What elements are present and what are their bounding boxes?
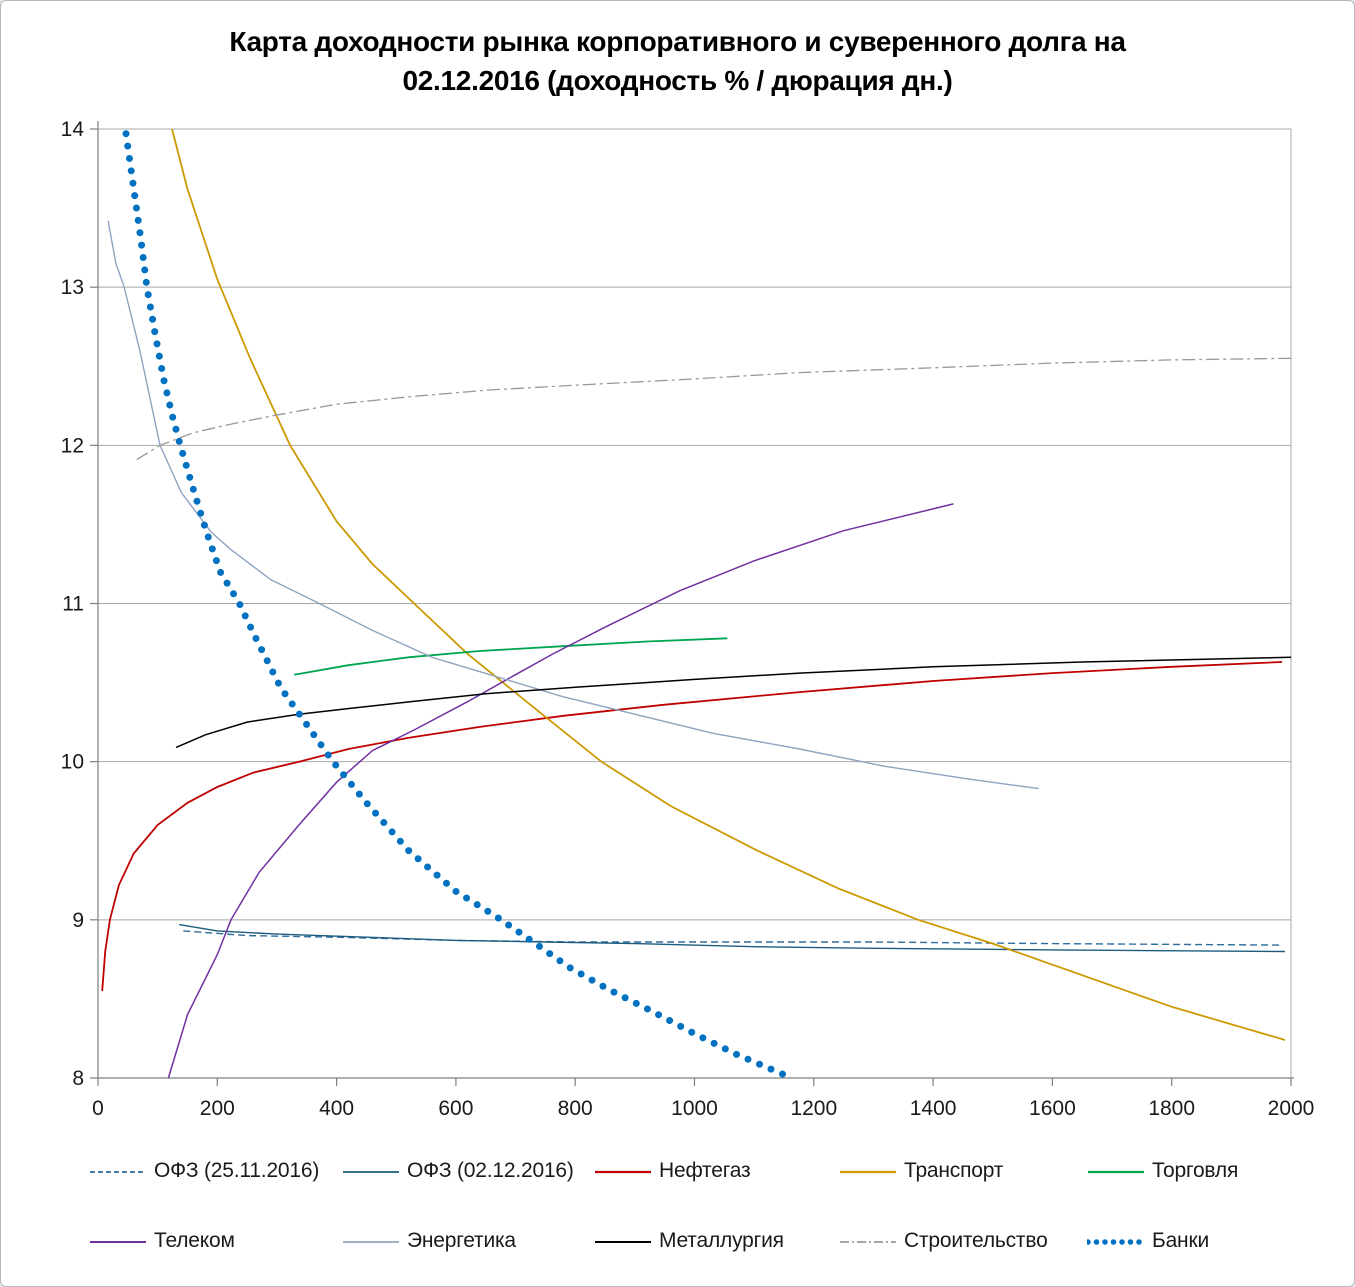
legend-line-sample-stroitelstvo <box>839 1235 897 1247</box>
x-tick-label: 1800 <box>1148 1097 1195 1120</box>
series-group <box>101 128 1292 1080</box>
x-tick-label: 800 <box>558 1097 593 1120</box>
legend-label: Нефтегаз <box>659 1159 751 1182</box>
series-line-metallurgiya <box>175 656 1292 749</box>
series-line-banki <box>122 130 796 1080</box>
legend-row-2: Телеком Энергетика Металлургия Строитель… <box>1 1226 1354 1256</box>
series-line-telekom <box>167 503 954 1079</box>
legend-line-sample-metallurgiya <box>594 1235 652 1247</box>
y-tick-label: 11 <box>62 593 84 616</box>
legend-label: Торговля <box>1152 1159 1239 1182</box>
legend-item-stroitelstvo: Строительство <box>839 1226 1048 1256</box>
y-tick-label: 13 <box>61 276 84 299</box>
legend-item-banki: Банки <box>1085 1226 1209 1256</box>
legend-label: Металлургия <box>659 1229 784 1252</box>
legend-item-ofz-25-11-2016: ОФЗ (25.11.2016) <box>89 1156 319 1186</box>
legend-row-1: ОФЗ (25.11.2016) ОФЗ (02.12.2016) Нефтег… <box>1 1156 1354 1186</box>
legend-label: Телеком <box>154 1229 235 1252</box>
chart-title-line-2: 02.12.2016 (доходность % / дюрация дн.) <box>402 64 953 96</box>
series-line-ofz-25-11-2016 <box>183 930 1283 946</box>
chart-title: Карта доходности рынка корпоративного и … <box>98 23 1258 100</box>
x-tick-label: 200 <box>200 1097 235 1120</box>
legend-item-torgovlya: Торговля <box>1087 1156 1238 1186</box>
legend-item-energetika: Энергетика <box>342 1226 516 1256</box>
legend-label: Банки <box>1152 1229 1209 1252</box>
y-tick-label: 14 <box>61 118 85 141</box>
legend-label: ОФЗ (25.11.2016) <box>154 1159 320 1182</box>
x-tick-label: 400 <box>319 1097 354 1120</box>
series-line-ofz-02-12-2016 <box>178 923 1286 953</box>
legend-label: Транспорт <box>904 1159 1004 1182</box>
series-line-torgovlya <box>294 637 728 676</box>
y-tick-label: 8 <box>72 1067 84 1090</box>
x-tick-label: 600 <box>438 1097 473 1120</box>
legend-item-telekom: Телеком <box>89 1226 235 1256</box>
x-tick-label: 1600 <box>1029 1097 1076 1120</box>
legend-label: Строительство <box>904 1229 1048 1252</box>
legend-line-sample-neftegaz <box>594 1165 652 1177</box>
series-line-neftegaz <box>101 661 1283 992</box>
series-line-energetika <box>107 220 1039 790</box>
legend-line-sample-energetika <box>342 1235 400 1247</box>
legend-line-sample-telekom <box>89 1235 147 1247</box>
legend-line-sample-ofz-25-11-2016 <box>89 1165 147 1177</box>
legend-label: Энергетика <box>407 1229 516 1252</box>
legend-item-metallurgiya: Металлургия <box>594 1226 784 1256</box>
y-tick-label: 9 <box>72 909 84 932</box>
x-tick-label: 1400 <box>910 1097 957 1120</box>
y-tick-label: 12 <box>61 434 84 457</box>
series-line-stroitelstvo <box>136 357 1292 461</box>
legend-line-sample-torgovlya <box>1087 1165 1145 1177</box>
legend-line-sample-transport <box>839 1165 897 1177</box>
legend-line-sample-ofz-02-12-2016 <box>342 1165 400 1177</box>
series-line-transport <box>171 128 1286 1041</box>
x-tick-label: 2000 <box>1268 1097 1315 1120</box>
legend-item-ofz-02-12-2016: ОФЗ (02.12.2016) <box>342 1156 574 1186</box>
legend-item-neftegaz: Нефтегаз <box>594 1156 751 1186</box>
legend-line-sample-banki <box>1085 1235 1147 1247</box>
y-tick-label: 10 <box>61 751 84 774</box>
x-tick-label: 1200 <box>790 1097 837 1120</box>
legend-item-transport: Транспорт <box>839 1156 1003 1186</box>
x-tick-label: 1000 <box>671 1097 718 1120</box>
legend-label: ОФЗ (02.12.2016) <box>407 1159 574 1182</box>
chart-title-line-1: Карта доходности рынка корпоративного и … <box>229 26 1126 57</box>
x-tick-label: 0 <box>92 1097 104 1120</box>
